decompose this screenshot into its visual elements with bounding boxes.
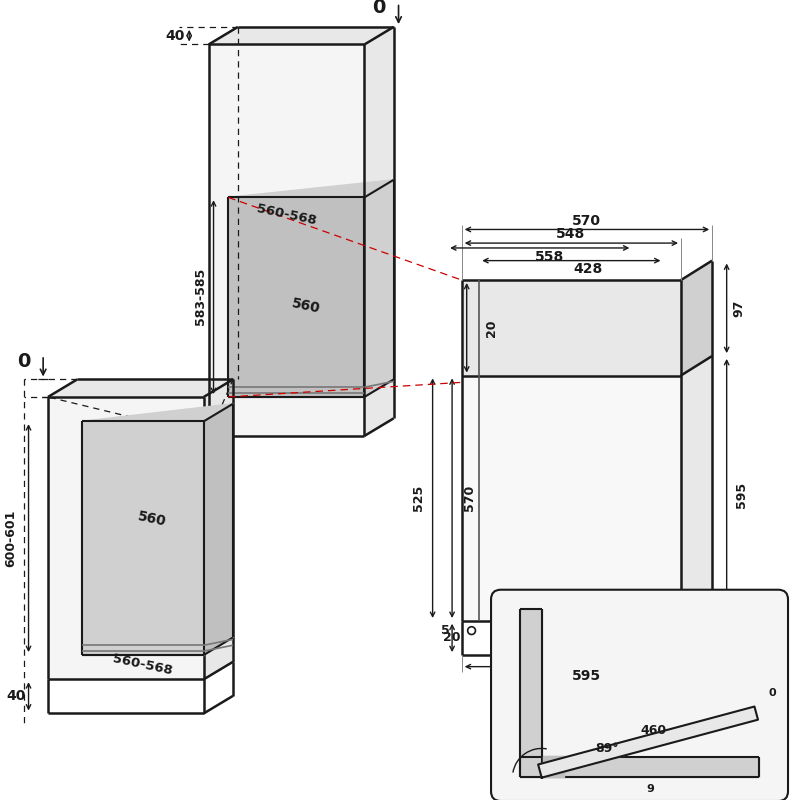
- Text: 0: 0: [17, 352, 30, 371]
- Text: 460: 460: [641, 725, 666, 738]
- Text: 5: 5: [442, 624, 450, 637]
- Text: 560-568: 560-568: [111, 652, 174, 678]
- Text: 20: 20: [443, 631, 461, 644]
- Text: 570: 570: [463, 485, 476, 511]
- Polygon shape: [209, 45, 365, 436]
- Polygon shape: [681, 261, 712, 375]
- Text: 0: 0: [768, 688, 776, 698]
- Text: 40: 40: [6, 689, 26, 703]
- Text: 0: 0: [373, 0, 386, 17]
- Polygon shape: [82, 422, 204, 655]
- Text: 600-601: 600-601: [5, 510, 18, 567]
- Polygon shape: [538, 706, 758, 778]
- FancyBboxPatch shape: [491, 590, 788, 800]
- Polygon shape: [520, 758, 759, 777]
- Text: 560-568: 560-568: [255, 202, 318, 227]
- Text: 89°: 89°: [595, 742, 619, 755]
- Polygon shape: [48, 397, 204, 679]
- Text: 560: 560: [137, 509, 168, 529]
- Text: 583-585: 583-585: [194, 268, 207, 326]
- Polygon shape: [204, 404, 233, 655]
- Polygon shape: [48, 379, 233, 397]
- Text: 595: 595: [572, 670, 601, 683]
- Text: 20: 20: [485, 319, 498, 337]
- Text: 560: 560: [290, 297, 322, 316]
- Polygon shape: [228, 180, 394, 198]
- Polygon shape: [82, 404, 233, 422]
- Polygon shape: [204, 379, 233, 679]
- Text: 548: 548: [556, 227, 586, 242]
- Polygon shape: [542, 756, 564, 777]
- Text: 525: 525: [411, 485, 425, 511]
- Polygon shape: [462, 375, 681, 621]
- Polygon shape: [228, 198, 365, 397]
- Polygon shape: [209, 27, 394, 45]
- Text: 97: 97: [733, 300, 746, 317]
- Text: 40: 40: [165, 29, 184, 42]
- Polygon shape: [365, 27, 394, 436]
- Polygon shape: [462, 280, 681, 375]
- Polygon shape: [681, 356, 712, 621]
- Polygon shape: [520, 610, 542, 777]
- Text: 428: 428: [574, 262, 603, 276]
- Text: 570: 570: [572, 214, 601, 228]
- Text: 558: 558: [535, 250, 564, 264]
- Polygon shape: [365, 180, 394, 397]
- Text: 595: 595: [734, 482, 748, 508]
- Text: 9: 9: [646, 784, 654, 794]
